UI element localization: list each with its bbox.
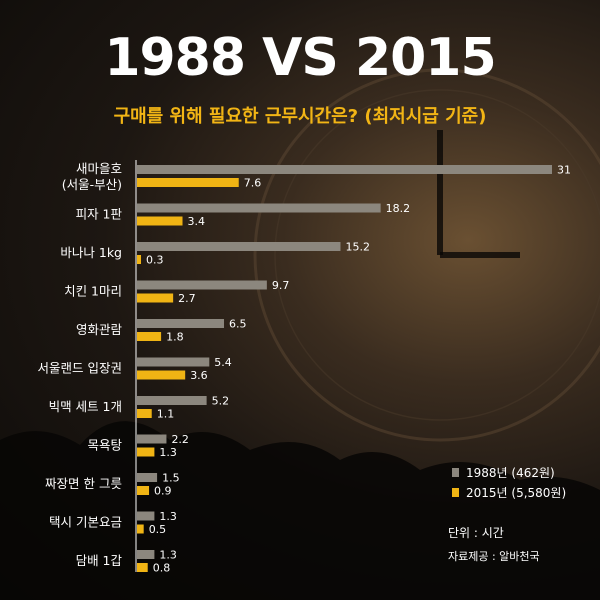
value-label-2015: 0.5: [149, 523, 167, 536]
category-label: 빅맥 세트 1개: [49, 399, 122, 414]
value-label-2015: 7.6: [244, 177, 262, 190]
value-label-1988: 9.7: [272, 279, 290, 292]
legend-swatch-1988: [452, 467, 459, 477]
bar-1988: [137, 319, 225, 328]
legend-label-2015: 2015년 (5,580원): [466, 485, 567, 500]
bar-1988: [137, 165, 552, 174]
value-label-2015: 0.9: [154, 485, 172, 498]
value-label-1988: 6.5: [229, 318, 247, 331]
bar-2015: [137, 178, 239, 187]
category-label: 피자 1판: [76, 207, 123, 222]
bar-2015: [137, 332, 162, 341]
legend-item-2015: 2015년 (5,580원): [452, 482, 566, 502]
value-label-2015: 1.1: [157, 408, 175, 421]
value-label-2015: 3.4: [188, 215, 206, 228]
value-label-2015: 0.8: [153, 562, 171, 575]
category-label: 바나나 1kg: [60, 245, 122, 260]
value-label-1988: 18.2: [386, 202, 411, 215]
value-label-2015: 1.3: [159, 446, 177, 459]
bar-2015: [137, 370, 186, 380]
value-label-1988: 1.5: [162, 472, 180, 485]
source-label: 자료제공 : 알바천국: [448, 550, 540, 563]
chart-title: 1988 VS 2015: [104, 28, 496, 88]
value-label-2015: 1.8: [166, 331, 184, 344]
bar-1988: [137, 357, 210, 367]
value-label-1988: 31: [557, 164, 571, 177]
value-label-2015: 3.6: [190, 369, 208, 382]
category-label-line: 새마을호: [76, 161, 122, 176]
bar-1988: [137, 511, 155, 521]
value-label-1988: 2.2: [171, 433, 189, 446]
bar-2015: [137, 255, 142, 264]
bar-1988: [137, 242, 341, 251]
bar-1988: [137, 280, 267, 290]
value-label-2015: 2.7: [178, 292, 196, 305]
category-label-line: (서울-부산): [62, 177, 122, 192]
bar-1988: [137, 396, 207, 405]
bar-2015: [137, 293, 174, 303]
value-label-1988: 1.3: [159, 510, 177, 523]
category-label: 목욕탕: [87, 438, 122, 453]
bar-2015: [137, 563, 148, 572]
legend-item-1988: 1988년 (462원): [452, 462, 566, 482]
bar-2015: [137, 409, 152, 418]
category-label: 담배 1갑: [76, 553, 123, 568]
value-label-1988: 5.4: [214, 356, 232, 369]
legend-label-1988: 1988년 (462원): [466, 465, 555, 480]
category-label: 치킨 1마리: [64, 284, 122, 299]
value-label-1988: 5.2: [212, 395, 230, 408]
chart-subtitle: 구매를 위해 필요한 근무시간은? (최저시급 기준): [113, 106, 487, 127]
bar-2015: [137, 447, 155, 457]
legend: 1988년 (462원) 2015년 (5,580원): [452, 462, 566, 502]
bar-2015: [137, 524, 144, 534]
unit-label: 단위 : 시간: [448, 526, 504, 540]
category-label: 새마을호 (서울-부산): [62, 161, 122, 192]
bar-2015: [137, 486, 150, 495]
value-label-2015: 0.3: [146, 254, 164, 267]
category-label: 택시 기본요금: [49, 515, 122, 530]
category-label: 서울랜드 입장권: [38, 361, 122, 376]
bar-1988: [137, 434, 167, 444]
category-label: 짜장면 한 그릇: [45, 476, 122, 491]
value-label-1988: 1.3: [159, 549, 177, 562]
value-label-1988: 15.2: [345, 241, 370, 254]
legend-swatch-2015: [452, 487, 459, 497]
bar-1988: [137, 550, 155, 559]
bar-1988: [137, 473, 158, 482]
bar-1988: [137, 203, 381, 213]
category-label: 영화관람: [76, 322, 123, 337]
bar-2015: [137, 216, 183, 226]
